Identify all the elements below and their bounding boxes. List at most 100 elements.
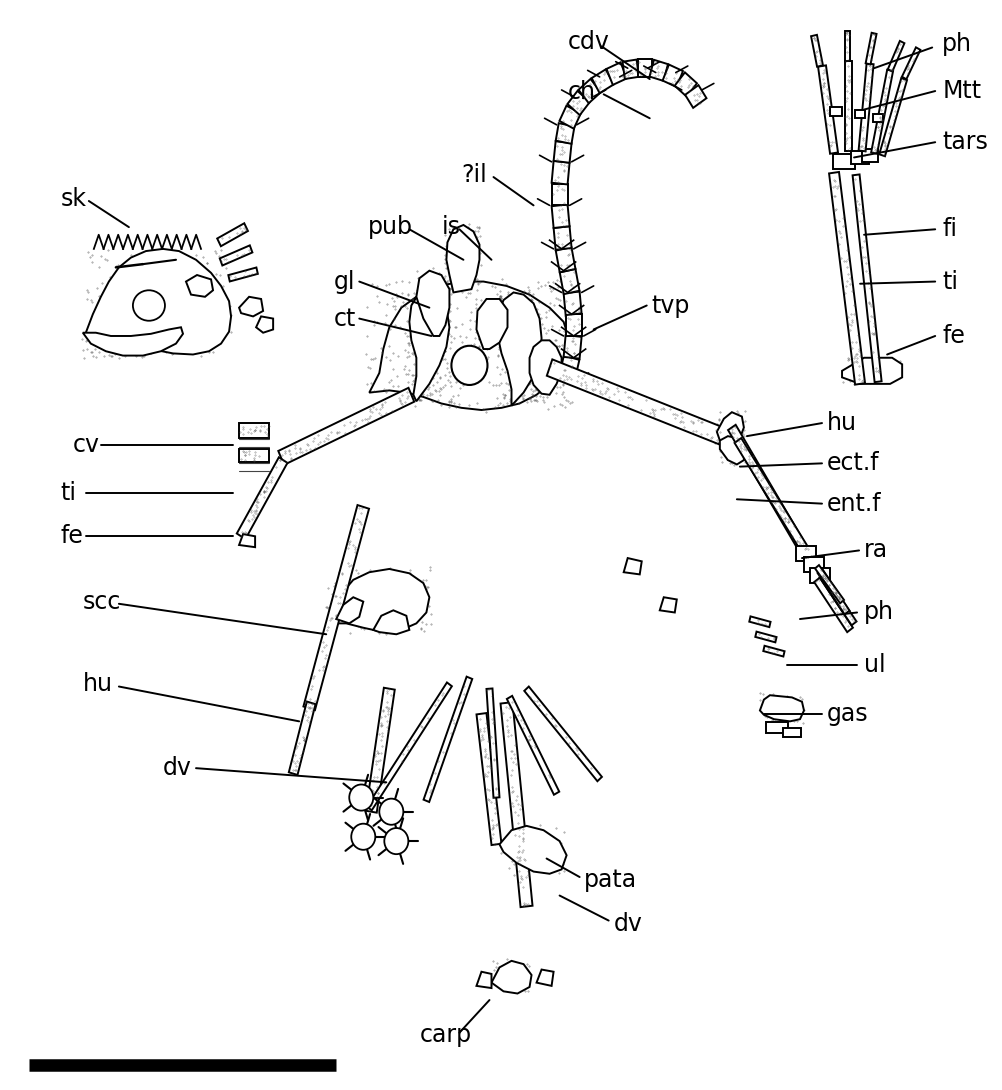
Polygon shape <box>887 41 904 72</box>
Text: cv: cv <box>73 433 100 457</box>
Text: cdv: cdv <box>567 31 609 54</box>
Polygon shape <box>855 110 864 118</box>
Polygon shape <box>563 292 581 315</box>
Polygon shape <box>817 569 849 615</box>
Text: tars: tars <box>941 130 987 154</box>
Polygon shape <box>563 335 581 359</box>
Polygon shape <box>811 35 822 66</box>
Polygon shape <box>755 631 776 642</box>
Polygon shape <box>551 183 567 205</box>
Polygon shape <box>804 557 824 572</box>
Text: carp: carp <box>419 1022 471 1046</box>
Text: gl: gl <box>334 269 356 293</box>
Text: fe: fe <box>941 324 964 348</box>
Polygon shape <box>524 687 601 782</box>
Text: fe: fe <box>61 524 83 548</box>
Text: hu: hu <box>827 411 856 435</box>
Polygon shape <box>748 616 770 627</box>
Polygon shape <box>228 267 258 281</box>
Polygon shape <box>858 63 873 152</box>
Polygon shape <box>819 573 856 626</box>
Polygon shape <box>500 702 532 907</box>
Text: tvp: tvp <box>651 293 689 317</box>
Polygon shape <box>733 438 813 560</box>
Polygon shape <box>606 62 626 85</box>
Text: ?il: ?il <box>461 162 487 186</box>
Polygon shape <box>499 826 566 874</box>
Polygon shape <box>409 289 449 401</box>
Text: Mtt: Mtt <box>941 80 980 104</box>
Polygon shape <box>833 154 855 169</box>
Polygon shape <box>553 227 571 250</box>
Polygon shape <box>476 713 501 845</box>
Polygon shape <box>86 249 230 354</box>
Text: ch: ch <box>567 81 595 105</box>
Polygon shape <box>446 225 479 292</box>
Polygon shape <box>555 123 574 144</box>
Text: dv: dv <box>162 756 191 780</box>
Polygon shape <box>476 299 507 349</box>
Polygon shape <box>871 70 892 154</box>
Text: gas: gas <box>827 702 868 726</box>
Polygon shape <box>497 292 541 405</box>
Polygon shape <box>862 148 877 161</box>
Polygon shape <box>83 327 182 355</box>
Text: hu: hu <box>83 673 112 697</box>
Polygon shape <box>684 85 705 108</box>
Text: sk: sk <box>61 186 87 210</box>
Polygon shape <box>326 569 429 632</box>
Ellipse shape <box>133 290 164 320</box>
Polygon shape <box>662 64 682 87</box>
Polygon shape <box>901 47 920 80</box>
Polygon shape <box>367 682 452 810</box>
Polygon shape <box>546 360 723 445</box>
Text: ect.f: ect.f <box>827 451 879 475</box>
Polygon shape <box>238 449 269 462</box>
Polygon shape <box>559 106 580 129</box>
Text: ul: ul <box>863 653 885 677</box>
Polygon shape <box>674 72 696 97</box>
Polygon shape <box>476 972 491 988</box>
Polygon shape <box>851 150 868 164</box>
Polygon shape <box>551 161 569 184</box>
Polygon shape <box>622 60 638 78</box>
Circle shape <box>384 828 408 855</box>
Polygon shape <box>336 597 363 623</box>
Text: dv: dv <box>613 912 642 936</box>
Polygon shape <box>236 458 288 540</box>
Text: ra: ra <box>863 538 888 562</box>
Polygon shape <box>551 205 569 228</box>
Text: ti: ti <box>941 269 957 293</box>
Text: ti: ti <box>61 481 77 505</box>
Polygon shape <box>818 65 837 154</box>
Polygon shape <box>565 314 581 336</box>
Polygon shape <box>623 558 641 574</box>
Polygon shape <box>842 358 901 384</box>
Polygon shape <box>185 275 212 296</box>
Polygon shape <box>416 270 449 336</box>
Polygon shape <box>369 281 569 410</box>
Polygon shape <box>591 70 613 93</box>
Polygon shape <box>796 546 816 561</box>
Polygon shape <box>217 223 247 246</box>
Polygon shape <box>289 702 316 775</box>
Polygon shape <box>829 172 864 385</box>
Polygon shape <box>238 423 269 438</box>
Polygon shape <box>304 505 369 710</box>
Polygon shape <box>238 534 255 547</box>
Polygon shape <box>423 677 472 802</box>
Polygon shape <box>872 114 882 122</box>
Polygon shape <box>553 142 571 162</box>
Polygon shape <box>256 316 273 332</box>
Polygon shape <box>727 425 805 549</box>
Polygon shape <box>649 60 667 81</box>
Polygon shape <box>879 78 906 156</box>
Text: ent.f: ent.f <box>827 492 881 516</box>
Text: fi: fi <box>941 217 956 241</box>
Polygon shape <box>536 970 553 985</box>
Polygon shape <box>760 695 804 722</box>
Polygon shape <box>637 60 651 77</box>
Polygon shape <box>852 174 881 383</box>
Polygon shape <box>659 597 676 613</box>
Polygon shape <box>238 296 263 316</box>
